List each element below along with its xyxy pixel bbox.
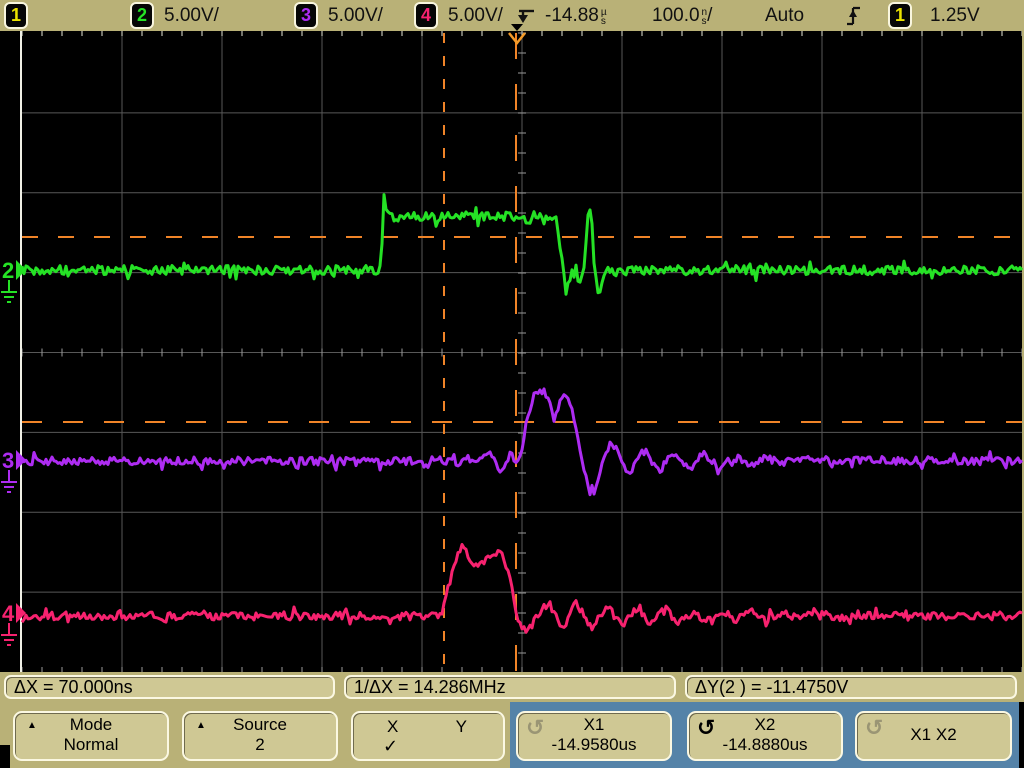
channel-4-scale: 5.00V/ — [448, 4, 503, 26]
channel-2-badge: 2 — [130, 2, 154, 29]
channel-3-scale: 5.00V/ — [328, 4, 383, 26]
trigger-source-badge: 1 — [888, 2, 912, 29]
check-icon: ✓ — [383, 736, 399, 756]
softkey-x2[interactable]: ↺ X2 -14.8880us — [687, 711, 843, 761]
marker-arrow-icon — [16, 603, 26, 623]
cursor-y-option: Y — [455, 717, 467, 736]
acquisition-mode: Auto — [765, 4, 805, 26]
softkey-x1[interactable]: ↺ X1 -14.9580us — [516, 711, 672, 761]
ground-icon — [1, 470, 17, 493]
trigger-position-marker — [508, 32, 526, 46]
menu-up-icon: ▲ — [27, 720, 37, 731]
trace-channel-3 — [20, 387, 1024, 497]
softkey-x2-label: X2 — [754, 715, 776, 734]
rotate-knob-icon: ↺ — [865, 715, 884, 740]
softkey-x1x2[interactable]: ↺ X1 X2 — [855, 711, 1012, 761]
ground-icon — [1, 280, 17, 303]
screen-corner — [0, 745, 10, 768]
ground-icon — [1, 623, 17, 646]
softkey-cursor-xy[interactable]: X Y ✓ — [351, 711, 505, 761]
channel-4-badge: 4 — [414, 2, 438, 29]
softkey-x1-label: X1 — [583, 715, 605, 734]
trace-channel-2 — [20, 193, 1024, 296]
softkey-source[interactable]: ▲ Source 2 — [182, 711, 338, 761]
channel-4-ground-marker: 4 — [2, 601, 15, 626]
softkey-mode[interactable]: ▲ Mode Normal — [13, 711, 169, 761]
marker-arrow-icon — [16, 260, 26, 280]
channel-3-ground-marker: 3 — [2, 448, 14, 473]
measurement-inv-delta-x: 1/ΔX = 14.286MHz — [344, 675, 676, 699]
channel-2-scale: 5.00V/ — [164, 4, 219, 26]
channel-1-badge: 1 — [4, 2, 28, 29]
graticule-left-border — [20, 31, 22, 672]
bottom-panel: ΔX = 70.000ns 1/ΔX = 14.286MHz ΔY(2 ) = … — [0, 672, 1024, 768]
softkey-mode-value: Normal — [63, 735, 119, 754]
marker-arrow-icon — [16, 450, 26, 470]
measurement-delta-y: ΔY(2 ) = -11.4750V — [685, 675, 1017, 699]
screen-corner — [1019, 702, 1024, 768]
softkey-x2-value: -14.8880us — [722, 735, 808, 754]
trace-channel-4 — [20, 543, 1023, 634]
softkey-source-label: Source — [233, 715, 287, 734]
rotate-knob-icon: ↺ — [526, 715, 545, 740]
softkey-source-value: 2 — [255, 735, 265, 754]
channel-3-badge: 3 — [294, 2, 318, 29]
channel-2-ground-marker: 2 — [2, 258, 14, 283]
rotate-knob-icon: ↺ — [697, 715, 716, 740]
cursor-x-option: X — [387, 717, 399, 736]
edge-trigger-icon — [845, 0, 862, 31]
softkey-mode-label: Mode — [69, 715, 113, 734]
delay-time-ref-icon — [516, 0, 536, 31]
trigger-level-readout: 1.25V — [930, 4, 980, 26]
menu-up-icon: ▲ — [196, 720, 206, 731]
softkey-x1x2-label: X1 X2 — [910, 725, 957, 744]
measurement-delta-x: ΔX = 70.000ns — [4, 675, 335, 699]
softkey-x1-value: -14.9580us — [551, 735, 637, 754]
